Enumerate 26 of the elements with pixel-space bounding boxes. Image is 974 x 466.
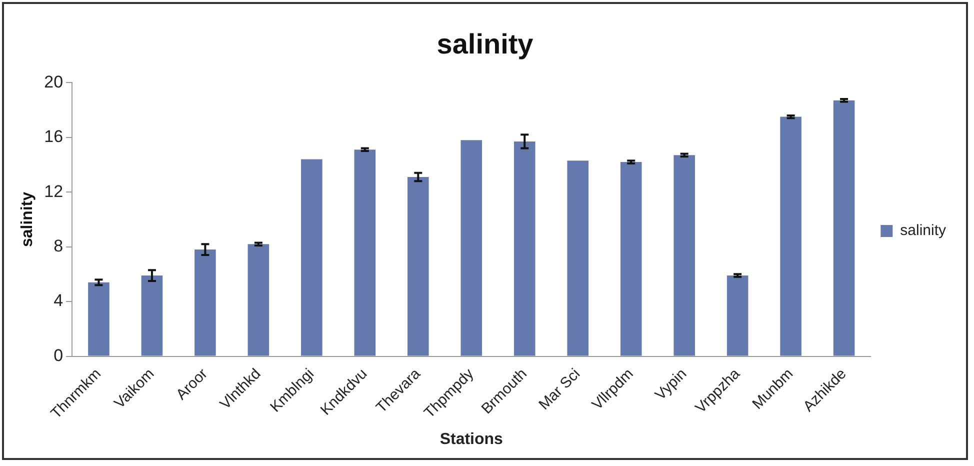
bar [301, 159, 322, 356]
bar [514, 141, 536, 356]
y-tick-label: 4 [54, 291, 64, 310]
bar [833, 100, 855, 356]
bar [780, 116, 802, 356]
bar [407, 177, 429, 356]
bar [567, 160, 588, 356]
bar [354, 150, 376, 356]
bar [460, 140, 482, 356]
y-tick-label: 16 [44, 127, 64, 146]
bar [88, 282, 110, 356]
bar [620, 162, 642, 356]
legend-label: salinity [900, 222, 946, 240]
x-tick-label: Mar Sci [536, 365, 584, 414]
y-tick-label: 20 [44, 72, 64, 92]
bar [194, 250, 216, 356]
bar [141, 276, 163, 356]
y-axis-title: salinity [19, 192, 36, 248]
bar [674, 155, 695, 356]
bar [726, 276, 748, 356]
bar [248, 244, 270, 356]
y-tick-label: 12 [44, 182, 64, 201]
y-tick-label: 8 [54, 236, 64, 256]
x-axis-title: Stations [440, 430, 504, 448]
chart-title: salinity [436, 28, 534, 60]
y-tick-label: 0 [54, 346, 64, 365]
